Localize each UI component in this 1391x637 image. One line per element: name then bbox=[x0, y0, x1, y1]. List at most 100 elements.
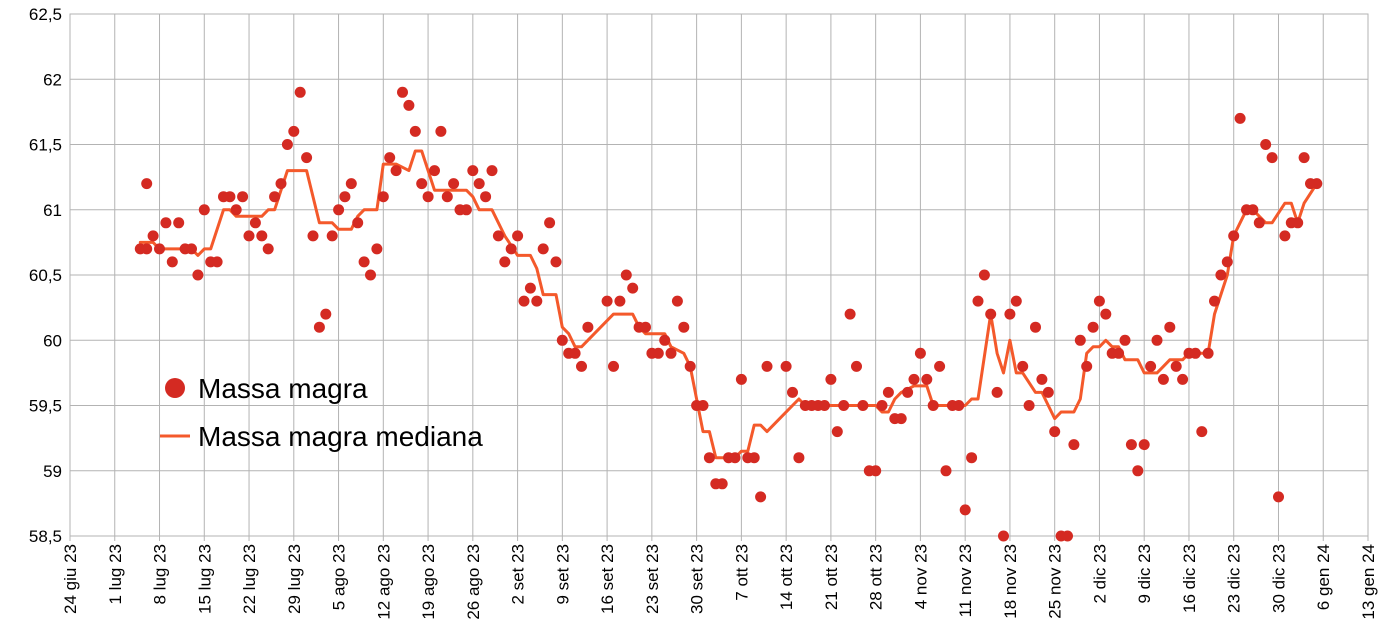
data-point bbox=[460, 204, 472, 216]
data-point bbox=[249, 217, 261, 229]
data-point bbox=[716, 478, 728, 490]
y-tick-label: 59 bbox=[43, 462, 62, 481]
x-tick-label: 24 giu 23 bbox=[61, 544, 80, 614]
data-point bbox=[1068, 439, 1080, 451]
y-tick-label: 60,5 bbox=[29, 266, 62, 285]
data-point bbox=[499, 256, 511, 268]
data-point bbox=[160, 217, 172, 229]
data-point bbox=[940, 465, 952, 477]
data-point bbox=[608, 360, 619, 372]
data-point bbox=[978, 269, 990, 281]
data-point bbox=[230, 204, 242, 216]
data-point bbox=[780, 360, 792, 372]
plot-area-border bbox=[69, 13, 1369, 537]
data-point bbox=[735, 373, 747, 385]
data-point bbox=[256, 230, 268, 242]
median-series bbox=[138, 149, 1319, 460]
data-point bbox=[480, 191, 492, 203]
data-point bbox=[640, 321, 651, 333]
data-point bbox=[972, 295, 984, 307]
data-point bbox=[365, 269, 376, 281]
data-point bbox=[659, 334, 671, 346]
data-point bbox=[1081, 360, 1093, 372]
x-tick-label: 18 nov 23 bbox=[1001, 544, 1020, 619]
data-point bbox=[486, 165, 498, 177]
data-point bbox=[857, 400, 869, 411]
data-point bbox=[761, 360, 773, 372]
x-tick-label: 26 ago 23 bbox=[464, 544, 483, 620]
data-point bbox=[998, 530, 1009, 542]
data-point bbox=[320, 308, 332, 320]
data-point bbox=[844, 308, 856, 320]
data-point bbox=[966, 452, 978, 464]
data-point bbox=[1279, 230, 1291, 242]
data-point bbox=[550, 256, 562, 268]
data-point bbox=[569, 347, 581, 359]
data-point bbox=[339, 191, 351, 203]
x-tick-label: 1 lug 23 bbox=[106, 544, 125, 605]
data-point bbox=[1087, 321, 1099, 333]
data-point bbox=[1138, 439, 1150, 451]
data-point bbox=[448, 178, 460, 190]
x-tick-label: 4 nov 23 bbox=[911, 544, 930, 609]
data-point bbox=[422, 191, 434, 203]
data-point bbox=[1202, 347, 1214, 359]
data-point bbox=[333, 204, 345, 216]
data-point bbox=[313, 321, 325, 333]
data-point bbox=[1004, 308, 1016, 320]
y-tick-label: 59,5 bbox=[29, 397, 62, 416]
data-point bbox=[518, 295, 530, 307]
data-point bbox=[1132, 465, 1144, 477]
x-tick-label: 2 set 23 bbox=[509, 544, 528, 605]
data-point bbox=[397, 86, 408, 98]
data-point bbox=[147, 230, 159, 242]
data-point bbox=[1023, 400, 1035, 411]
data-point bbox=[1151, 334, 1163, 346]
x-axis-ticks: 24 giu 23 1 lug 23 8 lug 23 15 lug 23 22 lug… bbox=[61, 544, 1378, 620]
data-point bbox=[1215, 269, 1227, 281]
data-point bbox=[921, 373, 933, 385]
x-tick-label: 7 ott 23 bbox=[732, 544, 751, 601]
y-tick-label: 58,5 bbox=[29, 527, 62, 546]
data-point bbox=[1119, 334, 1131, 346]
data-point bbox=[1157, 373, 1169, 385]
axes bbox=[69, 13, 1369, 541]
data-point bbox=[1177, 373, 1189, 385]
data-point bbox=[358, 256, 370, 268]
data-point bbox=[684, 360, 696, 372]
legend-marker-massa-magra bbox=[165, 378, 185, 398]
x-tick-label: 23 dic 23 bbox=[1225, 544, 1244, 613]
data-point bbox=[531, 295, 543, 307]
data-point bbox=[652, 347, 664, 359]
data-point bbox=[934, 360, 946, 372]
x-tick-label: 30 dic 23 bbox=[1269, 544, 1288, 613]
data-point bbox=[755, 491, 767, 503]
data-point bbox=[1170, 360, 1182, 372]
legend-label-massa-magra-mediana: Massa magra mediana bbox=[198, 421, 483, 452]
data-point bbox=[1030, 321, 1041, 333]
data-point bbox=[953, 400, 965, 411]
x-tick-label: 28 ott 23 bbox=[867, 544, 886, 610]
data-point bbox=[429, 165, 440, 177]
data-point bbox=[1113, 347, 1125, 359]
x-tick-label: 22 lug 23 bbox=[240, 544, 259, 614]
data-point bbox=[166, 256, 178, 268]
data-point bbox=[1049, 426, 1061, 438]
data-point bbox=[576, 360, 587, 372]
data-point bbox=[294, 86, 306, 98]
data-point bbox=[1221, 256, 1233, 268]
data-point bbox=[473, 178, 485, 190]
data-point bbox=[927, 400, 939, 411]
data-point bbox=[512, 230, 524, 242]
x-tick-label: 2 dic 23 bbox=[1090, 544, 1109, 604]
data-point bbox=[492, 230, 504, 242]
data-point bbox=[345, 178, 357, 190]
data-point bbox=[1247, 204, 1259, 216]
x-tick-label: 19 ago 23 bbox=[419, 544, 438, 620]
data-point bbox=[870, 465, 882, 477]
data-point bbox=[1010, 295, 1022, 307]
data-point bbox=[237, 191, 249, 203]
data-point bbox=[288, 125, 300, 137]
data-point bbox=[1228, 230, 1240, 242]
